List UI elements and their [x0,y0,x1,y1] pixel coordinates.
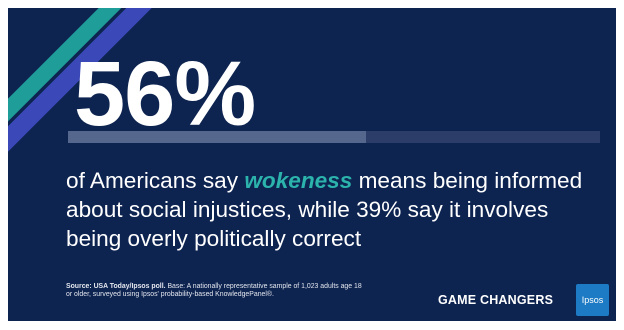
source-text: Base: A nationally representative sample… [66,283,362,299]
headline-before: of Americans say [66,168,245,193]
stat-progress-bar [68,131,600,143]
ipsos-logo: Ipsos [576,284,609,316]
game-changers-tagline: GAME CHANGERS [438,293,554,307]
headline-after: means being informed about social injust… [66,168,583,251]
stat-percentage: 56% [74,43,256,145]
headline-emphasis: wokeness [244,168,353,193]
source-note: Source: USA Today/Ipsos poll. Base: A na… [66,283,366,299]
stat-progress-fill [68,131,366,143]
source-label: Source: USA Today/Ipsos poll. [66,283,166,290]
headline-text: of Americans say wokeness means being in… [66,166,606,253]
infographic-card: 56% of Americans say wokeness means bein… [8,8,616,321]
